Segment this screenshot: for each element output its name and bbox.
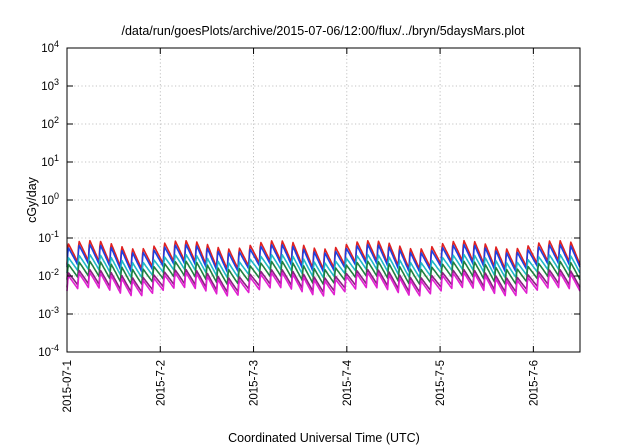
series-line-6 — [66, 271, 581, 297]
y-axis-label: cGy/day — [25, 176, 39, 223]
x-tick-label: 2015-7-3 — [249, 360, 261, 406]
x-tick-label: 2015-7-5 — [435, 360, 447, 406]
x-tick-label: 2015-7-2 — [155, 360, 167, 406]
y-tick-label: 101 — [41, 153, 59, 169]
x-tick-label: 2015-07-1 — [62, 360, 74, 412]
x-axis-label: Coordinated Universal Time (UTC) — [228, 431, 420, 445]
y-tick-label: 10-2 — [38, 267, 59, 283]
x-tick-label: 2015-7-4 — [342, 359, 354, 406]
series-layer — [66, 239, 581, 297]
y-tick-label: 10-4 — [38, 343, 59, 359]
y-tick-label: 103 — [41, 77, 59, 93]
y-tick-label: 100 — [41, 191, 59, 207]
y-tick-label: 10-1 — [38, 229, 59, 245]
x-tick-label: 2015-7-6 — [528, 360, 540, 406]
chart-title: /data/run/goesPlots/archive/2015-07-06/1… — [121, 24, 525, 38]
grid-layer — [67, 48, 580, 352]
y-tick-label: 104 — [41, 39, 59, 55]
y-tick-label: 10-3 — [38, 305, 59, 321]
y-tick-label: 102 — [41, 115, 59, 131]
tick-layer: 10-4 10-3 10-2 10-1 100 101 102 103 104 2015-07-1… — [38, 39, 580, 412]
